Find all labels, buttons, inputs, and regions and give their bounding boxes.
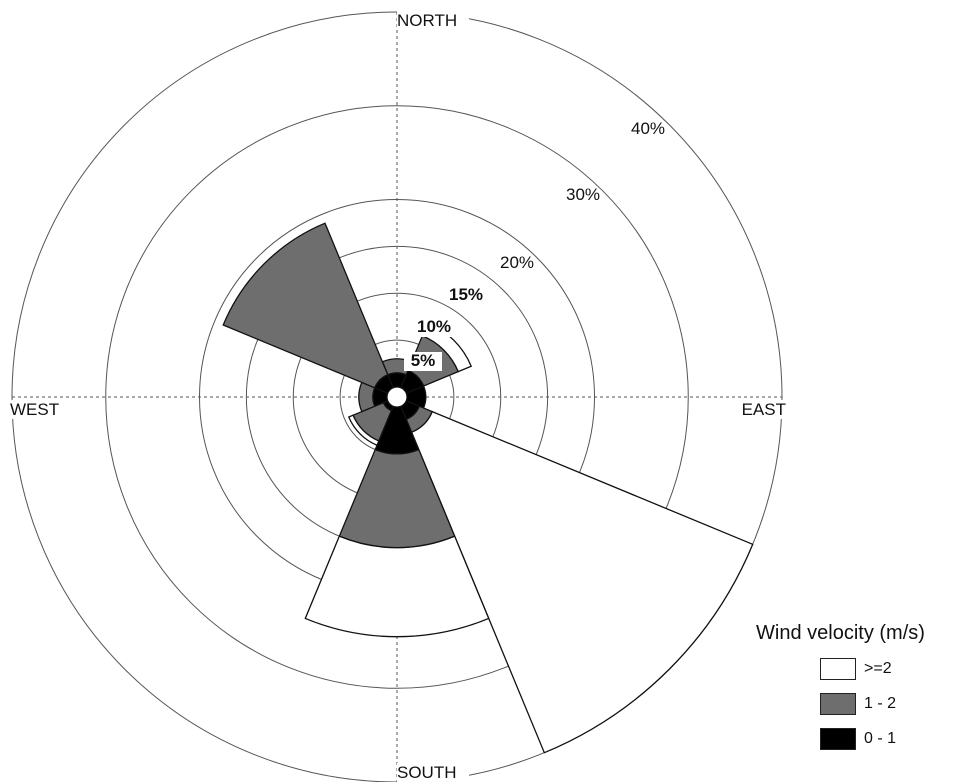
direction-label-north: NORTH — [397, 11, 457, 30]
ring-label-10: 10% — [417, 317, 451, 336]
ring-label-15: 15% — [449, 285, 483, 304]
legend-swatch-ge2 — [820, 658, 856, 680]
legend-item-1-2: 1 - 2 — [820, 693, 971, 715]
direction-label-bg-north — [397, 11, 469, 30]
ring-label-bg-5 — [404, 352, 442, 371]
wind-sectors — [222, 222, 754, 754]
grid-ring-30 — [105, 105, 689, 689]
legend-swatch-1-2 — [820, 693, 856, 715]
ring-label-5: 5% — [411, 351, 436, 370]
ring-label-bg-15 — [447, 286, 485, 305]
center-hub-circle — [386, 386, 408, 408]
legend-label-ge2: >=2 — [864, 660, 892, 677]
ring-label-30: 30% — [566, 185, 600, 204]
ring-label-bg-10 — [415, 318, 453, 337]
legend-swatch-0-1 — [820, 728, 856, 750]
sector-315-bin-1-2 — [222, 222, 389, 389]
legend: Wind velocity (m/s) >=2 1 - 2 0 - 1 — [756, 622, 971, 750]
ring-label-40: 40% — [631, 119, 665, 138]
ring-label-20: 20% — [500, 253, 534, 272]
chart-labels: 5% 10% 15% 20% 30% 40% NORTH EAST SOUTH WEST — [10, 11, 786, 782]
direction-label-bg-east — [730, 400, 786, 419]
direction-label-west: WEST — [10, 400, 59, 419]
direction-label-bg-south — [397, 763, 469, 782]
legend-label-1-2: 1 - 2 — [864, 695, 897, 712]
center-hub — [386, 386, 408, 408]
legend-item-0-1: 0 - 1 — [820, 728, 971, 750]
legend-title: Wind velocity (m/s) — [756, 622, 925, 644]
direction-label-east: EAST — [742, 400, 786, 419]
direction-label-bg-west — [10, 400, 72, 419]
direction-label-south: SOUTH — [397, 763, 457, 782]
legend-item-ge2: >=2 — [820, 658, 971, 680]
sector-180-bin-ge2 — [304, 535, 490, 638]
legend-label-0-1: 0 - 1 — [864, 730, 897, 747]
